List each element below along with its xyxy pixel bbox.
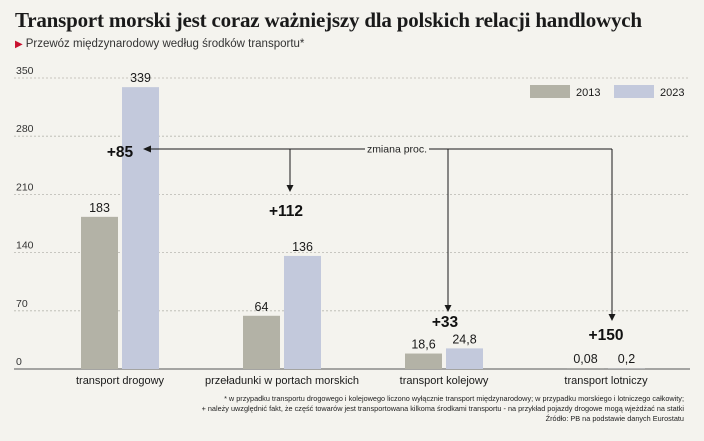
chart-subtitle: ▶ Przewóz międzynarodowy według środków t… [15,38,304,50]
bars [81,87,645,369]
change-arrows: zmiana proc. [143,144,616,321]
data-label: 183 [89,201,110,215]
legend: 2013 2023 [530,85,684,99]
arrowhead [608,314,616,321]
y-tick-label: 140 [16,240,34,252]
x-tick-label: przeładunki w portach morskich [205,375,359,387]
footnotes: * w przypadku transportu drogowego i kol… [164,394,684,424]
legend-swatch-2013 [530,85,570,98]
x-tick-label: transport kolejowy [400,375,489,387]
footnote-2: + należy uwzględnić fakt, że część towar… [201,404,684,413]
y-tick-label: 280 [16,123,34,135]
chart-subtitle-text: Przewóz międzynarodowy według środków tr… [25,38,305,50]
legend-swatch-2023 [614,85,654,98]
bar-2023 [446,348,483,369]
x-tick-label: transport drogowy [76,375,165,387]
y-tick-label: 350 [16,65,34,77]
footnote-1: * w przypadku transportu drogowego i kol… [224,394,684,403]
data-label: 18,6 [411,338,435,352]
source-note: Źródło: PB na podstawie danych Eurostatu [545,414,684,423]
legend-label-2013: 2013 [576,87,600,99]
legend-label-2023: 2023 [660,87,684,99]
change-label: +112 [269,203,303,220]
bar-2013 [81,216,118,369]
change-label: +150 [589,327,624,344]
data-label: 339 [130,71,151,85]
y-tick-label: 0 [16,356,22,368]
labels: 183 339 transport drogowy 64 136 przeładunki … [76,71,648,387]
chart-title: Transport morski jest coraz ważniejszy d… [15,8,642,32]
arrowhead [143,145,151,153]
data-label: 24,8 [452,332,476,346]
bar-2023 [122,87,159,369]
triangle-icon: ▶ [15,39,23,50]
y-tick-label: 70 [16,298,28,310]
y-tick-label: 210 [16,181,34,193]
change-label: +85 [107,144,134,161]
data-label: 64 [255,300,269,314]
bar-2023 [284,255,321,369]
change-label: +33 [432,314,459,331]
bar-2013 [405,353,442,369]
bar-2013 [243,315,280,369]
x-tick-label: transport lotniczy [564,375,648,387]
arrowhead [444,305,452,312]
change-caption: zmiana proc. [367,144,427,156]
data-label: 0,08 [573,352,597,366]
arrowhead [286,185,294,192]
data-label: 0,2 [618,352,635,366]
data-label: 136 [292,240,313,254]
